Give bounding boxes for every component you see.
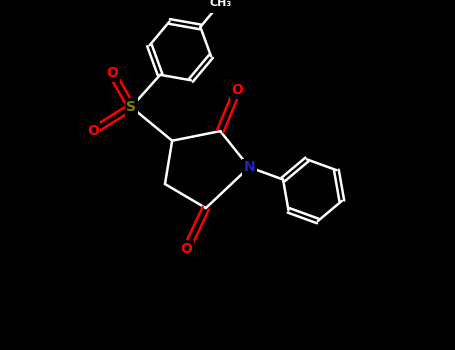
Text: O: O <box>106 66 118 80</box>
Text: S: S <box>126 100 136 114</box>
Text: O: O <box>181 242 192 256</box>
Text: O: O <box>87 124 99 138</box>
Text: N: N <box>243 160 255 174</box>
Text: CH₃: CH₃ <box>209 0 232 8</box>
Text: O: O <box>231 83 243 97</box>
